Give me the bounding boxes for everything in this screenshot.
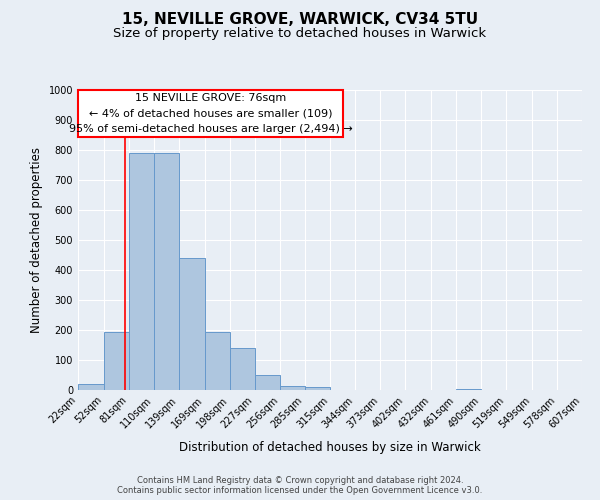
- Bar: [104, 332, 129, 390]
- X-axis label: Distribution of detached houses by size in Warwick: Distribution of detached houses by size …: [179, 441, 481, 454]
- Bar: [280, 386, 305, 390]
- Text: Size of property relative to detached houses in Warwick: Size of property relative to detached ho…: [113, 28, 487, 40]
- Bar: [205, 332, 230, 390]
- Bar: [179, 258, 205, 390]
- Bar: [456, 388, 481, 390]
- Bar: [78, 384, 104, 390]
- Text: 15, NEVILLE GROVE, WARWICK, CV34 5TU: 15, NEVILLE GROVE, WARWICK, CV34 5TU: [122, 12, 478, 28]
- Bar: [154, 153, 179, 390]
- Y-axis label: Number of detached properties: Number of detached properties: [30, 147, 43, 333]
- Text: 15 NEVILLE GROVE: 76sqm
← 4% of detached houses are smaller (109)
95% of semi-de: 15 NEVILLE GROVE: 76sqm ← 4% of detached…: [69, 92, 353, 134]
- Bar: [230, 348, 254, 390]
- Bar: [305, 387, 331, 390]
- Bar: [254, 375, 280, 390]
- Text: Contains HM Land Registry data © Crown copyright and database right 2024.
Contai: Contains HM Land Registry data © Crown c…: [118, 476, 482, 495]
- Bar: [129, 153, 154, 390]
